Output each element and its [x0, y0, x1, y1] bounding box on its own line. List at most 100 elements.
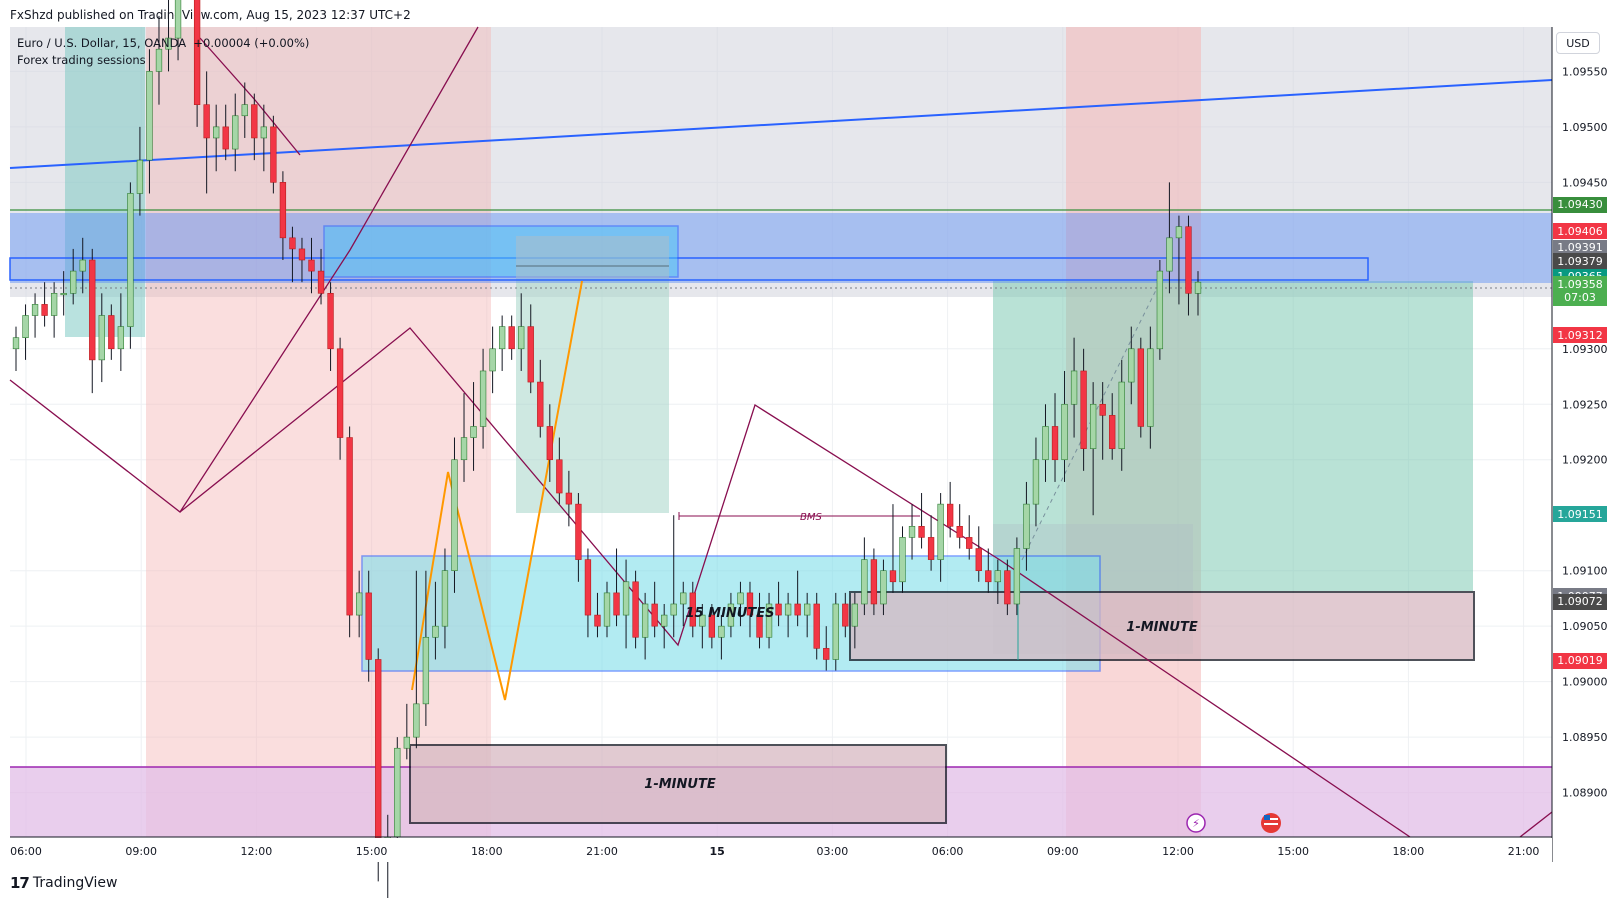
candle-body	[413, 703, 420, 738]
candle-body	[1109, 415, 1116, 449]
price-tag: 1.09406	[1553, 223, 1607, 240]
us-flag-stripes-icon-b	[1264, 823, 1278, 825]
candle-body	[727, 603, 735, 627]
publish-header: FxShzd published on TradingView.com, Aug…	[0, 0, 1623, 30]
time-tick-label: 21:00	[586, 845, 618, 858]
price-tick-label: 1.09550	[1562, 65, 1608, 78]
price-tick-label: 1.08950	[1562, 731, 1608, 744]
time-tick-label: 15:00	[356, 845, 388, 858]
candle-body	[327, 293, 334, 350]
candle-body	[251, 104, 258, 139]
candlestick-series[interactable]	[12, 0, 1202, 898]
candle-body	[441, 570, 449, 627]
candle-body	[756, 614, 763, 638]
candle-body	[661, 614, 668, 627]
candle-body	[79, 259, 86, 272]
price-axis-bg[interactable]	[1552, 27, 1623, 868]
us-flag-canton-icon	[1264, 815, 1270, 820]
us-flag-stripes-icon	[1264, 818, 1278, 820]
candle-body	[1185, 226, 1192, 294]
tradingview-logo-icon: 17	[10, 874, 30, 892]
lightning-glyph-icon: ⚡	[1192, 817, 1200, 830]
candle-body	[784, 603, 792, 616]
price-tag: 1.09312	[1553, 327, 1607, 344]
zigzag-purple	[9, 26, 479, 513]
currency-button[interactable]: USD	[1556, 32, 1600, 54]
candle-body	[641, 603, 649, 638]
candle-body	[403, 736, 410, 749]
candle-body	[127, 193, 134, 327]
price-tick-label: 1.09450	[1562, 176, 1608, 189]
candle-body	[232, 115, 239, 150]
time-tick-label: 09:00	[125, 845, 157, 858]
supply-zone-inner	[9, 257, 1369, 281]
fifteen-minutes-label: 15 MINUTES	[686, 606, 775, 621]
price-tick-label: 1.08900	[1562, 787, 1608, 800]
candle-body	[689, 592, 696, 627]
candle-body	[966, 537, 973, 549]
candle-body	[508, 326, 515, 350]
candle-body	[451, 459, 458, 571]
candle-body	[832, 603, 839, 660]
candle-body	[213, 126, 220, 139]
candle-body	[1013, 548, 1021, 605]
candle-body	[775, 603, 782, 616]
candle-body	[956, 526, 963, 538]
candle-body	[737, 592, 744, 605]
candle-body	[193, 0, 201, 105]
candle-body	[1156, 270, 1164, 350]
time-tick-label: 03:00	[817, 845, 849, 858]
candle-body	[146, 71, 153, 161]
one-minute-box-right	[849, 591, 1475, 661]
candle-body	[985, 570, 992, 583]
tradingview-brand[interactable]: 17 TradingView	[10, 874, 117, 892]
candle-body	[575, 503, 582, 560]
time-tick-label: 06:00	[932, 845, 964, 858]
time-axis-bg[interactable]	[10, 838, 1552, 862]
candle-body	[899, 537, 906, 583]
time-tick-label: 09:00	[1047, 845, 1079, 858]
candle-body	[1175, 226, 1183, 239]
candle-body	[537, 381, 544, 427]
candle-body	[356, 592, 363, 616]
price-tag: 1.09379	[1553, 253, 1607, 270]
chart-legend: Euro / U.S. Dollar, 15, OANDA +0.00004 (…	[17, 35, 309, 69]
symbol-line: Euro / U.S. Dollar, 15, OANDA +0.00004 (…	[17, 35, 309, 52]
price-tick-label: 1.09250	[1562, 398, 1608, 411]
price-axis-ticks: 1.09550 1.09500 1.09450 1.09300 1.09250 1.092…	[1562, 65, 1608, 799]
time-tick-label: 15	[710, 845, 725, 858]
candle-body	[994, 570, 1001, 583]
candle-body	[1023, 503, 1030, 549]
bms-label: BMS	[800, 512, 822, 523]
candle-body	[336, 348, 344, 438]
candle-body	[12, 337, 20, 350]
candle-body	[937, 503, 944, 560]
candle-body	[1137, 348, 1144, 427]
candle-body	[813, 603, 820, 649]
time-axis-ticks: 06:00 09:00 12:00 15:00 18:00 21:00 15 03:00 06:…	[10, 845, 1539, 858]
zigzag-purple-tail	[1519, 811, 1553, 838]
lightning-event-icon[interactable]	[1186, 813, 1206, 833]
time-tick-label: 18:00	[1393, 845, 1425, 858]
publisher-line: FxShzd published on TradingView.com, Aug…	[10, 8, 411, 22]
candle-body	[394, 747, 401, 838]
candle-body	[1166, 237, 1173, 272]
zigzag-purple-mid	[179, 327, 1411, 838]
candle-body	[31, 304, 39, 316]
supply-zone-blue	[10, 213, 1552, 283]
price-tag: 1.09430	[1553, 196, 1607, 213]
candle-body	[670, 603, 677, 616]
candle-body	[765, 603, 773, 638]
candle-body	[60, 293, 67, 296]
price-tag: 1.09019	[1553, 652, 1607, 669]
candle-body	[470, 426, 477, 438]
time-tick-label: 12:00	[241, 845, 273, 858]
candle-body	[270, 126, 277, 183]
candle-body	[479, 370, 487, 427]
candle-body	[1118, 381, 1125, 449]
candle-body	[546, 426, 553, 461]
price-tick-label: 1.09100	[1562, 565, 1608, 578]
session-asia	[10, 27, 1552, 297]
candle-body	[804, 603, 811, 616]
